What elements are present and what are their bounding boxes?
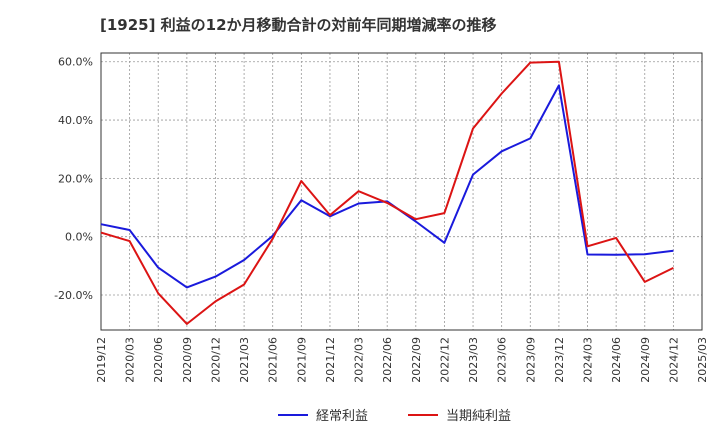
x-tick-label: 2024/03 bbox=[582, 337, 595, 383]
x-tick-label: 2023/12 bbox=[553, 337, 566, 383]
x-tick-label: 2020/03 bbox=[124, 337, 137, 383]
y-tick-label: 0.0% bbox=[65, 231, 93, 244]
x-tick-label: 2025/03 bbox=[696, 337, 709, 383]
legend-label-2: 当期純利益 bbox=[446, 409, 511, 424]
x-tick-label: 2022/03 bbox=[353, 337, 366, 383]
x-tick-label: 2023/06 bbox=[496, 337, 509, 383]
x-tick-label: 2020/06 bbox=[152, 337, 165, 383]
x-tick-label: 2021/09 bbox=[295, 337, 308, 383]
y-tick-label: 60.0% bbox=[58, 56, 93, 69]
x-tick-label: 2024/12 bbox=[667, 337, 680, 383]
series-line-2 bbox=[100, 60, 674, 325]
x-tick-label: 2020/12 bbox=[209, 337, 222, 383]
plot-area bbox=[101, 53, 702, 330]
x-tick-label: 2023/09 bbox=[524, 337, 537, 383]
x-tick-label: 2019/12 bbox=[95, 337, 108, 383]
legend-label-1: 経常利益 bbox=[316, 409, 368, 424]
x-tick-label: 2024/06 bbox=[610, 337, 623, 383]
y-tick-label: 40.0% bbox=[58, 114, 93, 127]
series-line-1 bbox=[100, 84, 674, 289]
x-tick-label: 2021/06 bbox=[267, 337, 280, 383]
plot-border bbox=[100, 52, 703, 331]
x-tick-label: 2021/03 bbox=[238, 337, 251, 383]
x-tick-label: 2022/06 bbox=[381, 337, 394, 383]
x-tick-label: 2023/03 bbox=[467, 337, 480, 383]
x-tick-label: 2021/12 bbox=[324, 337, 337, 383]
x-tick-label: 2022/12 bbox=[438, 337, 451, 383]
x-tick-label: 2020/09 bbox=[181, 337, 194, 383]
x-tick-label: 2024/09 bbox=[639, 337, 652, 383]
y-tick-label: 20.0% bbox=[58, 172, 93, 185]
chart-title: [1925] 利益の12か月移動合計の対前年同期増減率の推移 bbox=[100, 16, 497, 34]
y-tick-label: -20.0% bbox=[54, 289, 93, 302]
x-tick-label: 2022/09 bbox=[410, 337, 423, 383]
